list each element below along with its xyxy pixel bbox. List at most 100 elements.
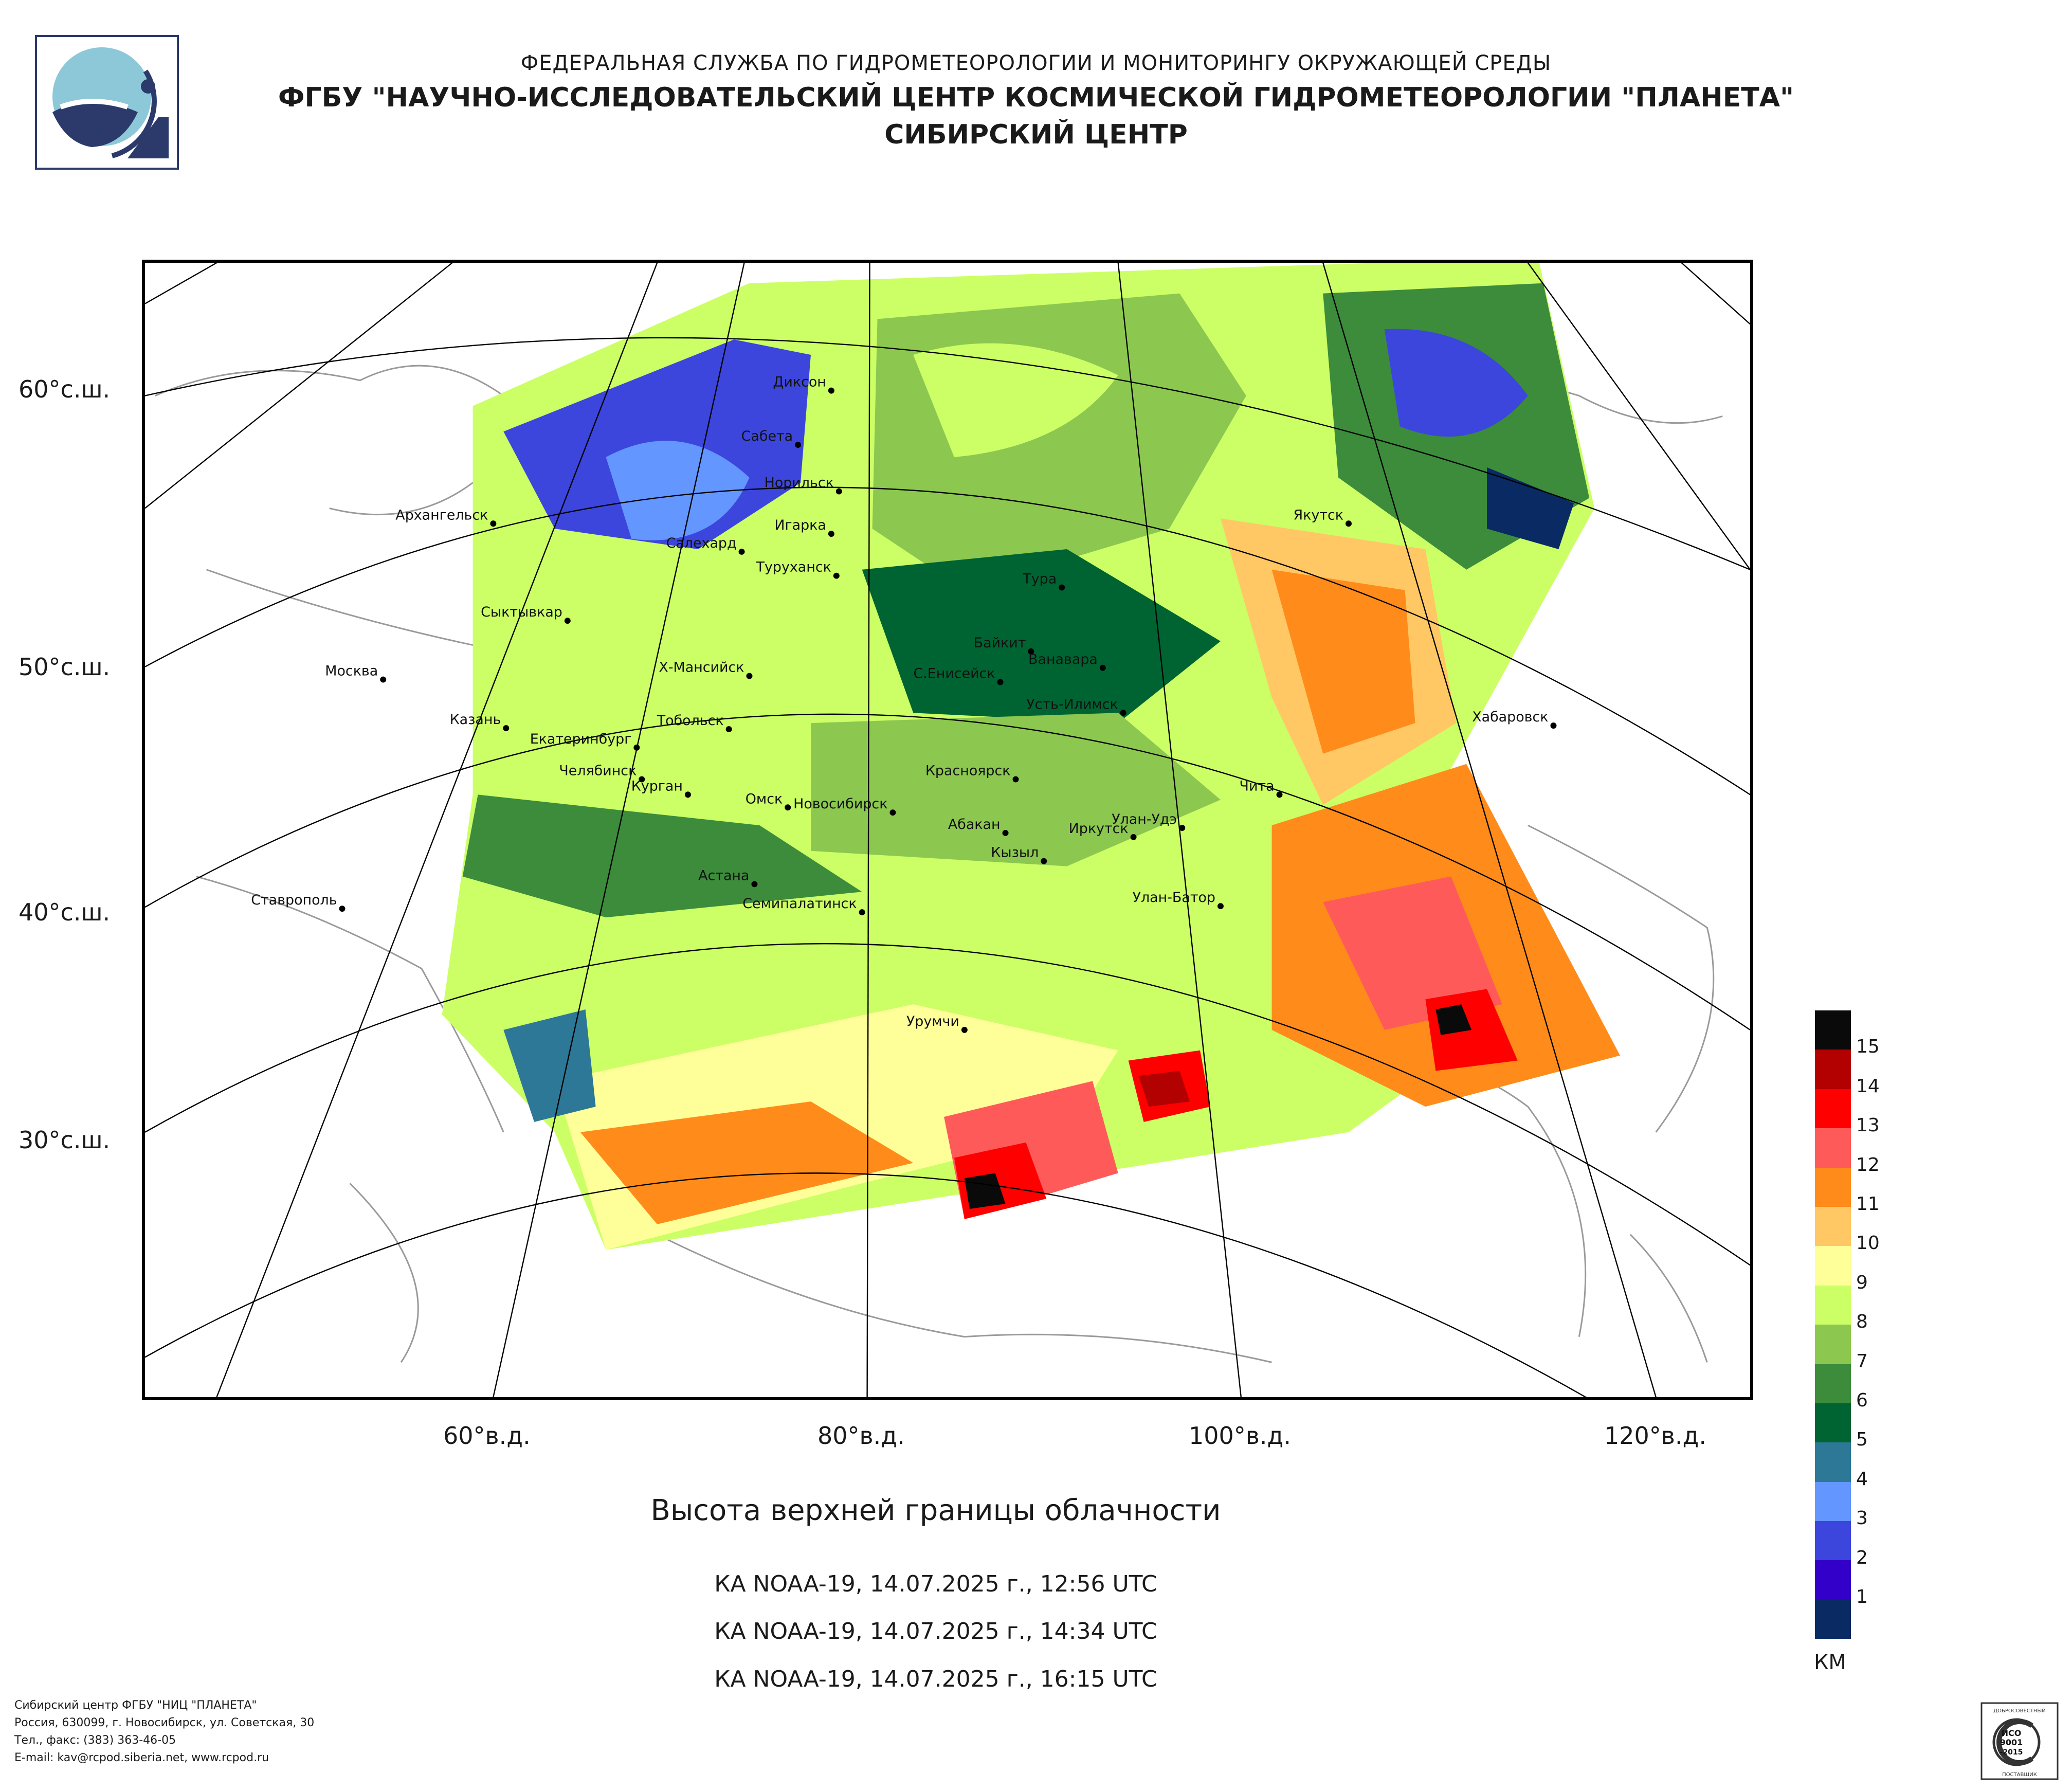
city-dot bbox=[833, 572, 840, 579]
lon-label-80: 80°в.д. bbox=[817, 1422, 905, 1450]
city-dot bbox=[859, 909, 865, 916]
legend-swatch bbox=[1815, 1246, 1851, 1286]
city-4: Архангельск bbox=[395, 507, 497, 527]
city-label: С.Енисейск bbox=[913, 666, 995, 682]
legend-label: 9 bbox=[1856, 1272, 1868, 1293]
city-label: Тура bbox=[1022, 571, 1057, 587]
city-label: Семипалатинск bbox=[742, 896, 857, 912]
city-2: Норильск bbox=[765, 475, 842, 495]
city-21: Челябинск bbox=[559, 763, 645, 783]
city-dot bbox=[1028, 648, 1034, 655]
city-32: Улан-Батор bbox=[1133, 890, 1224, 910]
city-dot bbox=[1041, 858, 1047, 864]
legend-swatch bbox=[1815, 1325, 1851, 1364]
org-line-2: ФГБУ "НАУЧНО-ИССЛЕДОВАТЕЛЬСКИЙ ЦЕНТР КОС… bbox=[278, 82, 1794, 113]
pass-line-2: КА NOAA-19, 14.07.2025 г., 14:34 UTC bbox=[714, 1618, 1157, 1644]
city-dot bbox=[795, 442, 802, 448]
city-33: Семипалатинск bbox=[742, 896, 865, 916]
graticule bbox=[145, 263, 1750, 1397]
city-5: Салехард bbox=[666, 535, 745, 555]
legend-swatch bbox=[1815, 1010, 1851, 1050]
city-19: Екатеринбург bbox=[530, 731, 640, 751]
cloud-top-height-map: Диксон Сабета Норильск Игарка Архангельск Сал… bbox=[142, 260, 1753, 1400]
lat-label-50: 50°с.ш. bbox=[19, 653, 111, 681]
city-markers: Диксон Сабета Норильск Игарка Архангельск Сал… bbox=[251, 374, 1557, 1033]
city-15: Усть-Илимск bbox=[1026, 696, 1126, 716]
city-dot bbox=[961, 1026, 968, 1033]
iso-line-1: ИСО bbox=[2002, 1728, 2022, 1738]
city-dot bbox=[1217, 903, 1224, 910]
city-dot bbox=[503, 725, 510, 732]
city-dot bbox=[828, 387, 834, 394]
legend-label: 4 bbox=[1856, 1468, 1868, 1490]
city-label: Красноярск bbox=[925, 763, 1011, 779]
city-dot bbox=[1179, 825, 1186, 831]
city-dot bbox=[1346, 520, 1352, 527]
city-27: Абакан bbox=[948, 817, 1009, 836]
city-18: Тобольск bbox=[657, 713, 732, 733]
lon-label-120: 120°в.д. bbox=[1604, 1422, 1706, 1450]
map-canvas: Диксон Сабета Норильск Игарка Архангельск Сал… bbox=[145, 263, 1750, 1397]
city-0: Диксон bbox=[773, 374, 834, 394]
city-label: Норильск bbox=[765, 475, 834, 491]
city-dot bbox=[564, 618, 571, 624]
legend-swatch bbox=[1815, 1364, 1851, 1403]
city-dot bbox=[1059, 584, 1065, 591]
iso-bottom-text: ПОСТАВЩИК bbox=[2002, 1772, 2037, 1778]
city-dot bbox=[1276, 791, 1283, 798]
legend-label: 7 bbox=[1856, 1350, 1868, 1372]
legend-label: 14 bbox=[1856, 1075, 1880, 1097]
iso-line-3: -2015 bbox=[2000, 1748, 2023, 1757]
legend-swatch bbox=[1815, 1128, 1851, 1168]
city-label: Байкит bbox=[974, 635, 1026, 651]
legend-swatch bbox=[1815, 1206, 1851, 1246]
city-label: Архангельск bbox=[395, 507, 488, 523]
cloud-swath bbox=[442, 263, 1620, 1250]
city-20: Красноярск bbox=[925, 763, 1019, 783]
lon-label-100: 100°в.д. bbox=[1189, 1422, 1291, 1450]
legend-label: 5 bbox=[1856, 1429, 1868, 1451]
legend-label: 6 bbox=[1856, 1390, 1868, 1411]
iso-line-2: 9001 bbox=[2000, 1738, 2023, 1747]
legend-unit: КМ bbox=[1814, 1651, 1846, 1674]
city-dot bbox=[1120, 710, 1126, 716]
city-label: Туруханск bbox=[756, 559, 831, 575]
city-3: Игарка bbox=[774, 517, 834, 537]
city-label: Екатеринбург bbox=[530, 731, 632, 747]
footer-line-3: Тел., факс: (383) 363-46-05 bbox=[14, 1734, 176, 1747]
city-label: Улан-Батор bbox=[1133, 890, 1215, 906]
city-label: Кызыл bbox=[991, 845, 1039, 861]
city-label: Игарка bbox=[774, 517, 826, 533]
city-label: Астана bbox=[698, 867, 749, 883]
legend-label: 1 bbox=[1856, 1586, 1868, 1607]
city-label: Омск bbox=[746, 791, 783, 807]
city-26: Улан-Удэ bbox=[1112, 811, 1186, 831]
city-24: Омск bbox=[746, 791, 791, 811]
city-label: Москва bbox=[325, 663, 378, 679]
city-dot bbox=[380, 676, 387, 683]
city-label: Улан-Удэ bbox=[1112, 811, 1177, 827]
city-label: Новосибирск bbox=[793, 796, 887, 812]
legend-swatch bbox=[1815, 1560, 1851, 1600]
city-25: Новосибирск bbox=[793, 796, 896, 816]
city-29: Кызыл bbox=[991, 845, 1047, 864]
city-label: Чита bbox=[1240, 778, 1275, 794]
city-dot bbox=[639, 776, 645, 783]
city-label: Курган bbox=[631, 778, 683, 794]
city-label: Ставрополь bbox=[251, 892, 337, 908]
contact-footer: Сибирский центр ФГБУ "НИЦ "ПЛАНЕТА" Росс… bbox=[14, 1697, 314, 1767]
city-label: Челябинск bbox=[559, 763, 637, 779]
city-dot bbox=[738, 548, 745, 555]
city-dot bbox=[1002, 830, 1009, 836]
city-dot bbox=[751, 881, 758, 888]
legend-label: 11 bbox=[1856, 1193, 1880, 1215]
city-label: Сыктывкар bbox=[481, 604, 562, 620]
city-label: Хабаровск bbox=[1472, 709, 1548, 725]
city-label: Салехард bbox=[666, 535, 737, 551]
city-8: Якутск bbox=[1294, 507, 1352, 527]
lon-label-60: 60°в.д. bbox=[443, 1422, 531, 1450]
legend-swatch bbox=[1815, 1089, 1851, 1129]
iso-certification-icon: ДОБРОСОВЕСТНЫЙ ИСО 9001 -2015 ПОСТАВЩИК bbox=[1980, 1702, 2059, 1780]
city-label: Якутск bbox=[1294, 507, 1343, 523]
city-label: Х-Мансийск bbox=[659, 660, 744, 676]
